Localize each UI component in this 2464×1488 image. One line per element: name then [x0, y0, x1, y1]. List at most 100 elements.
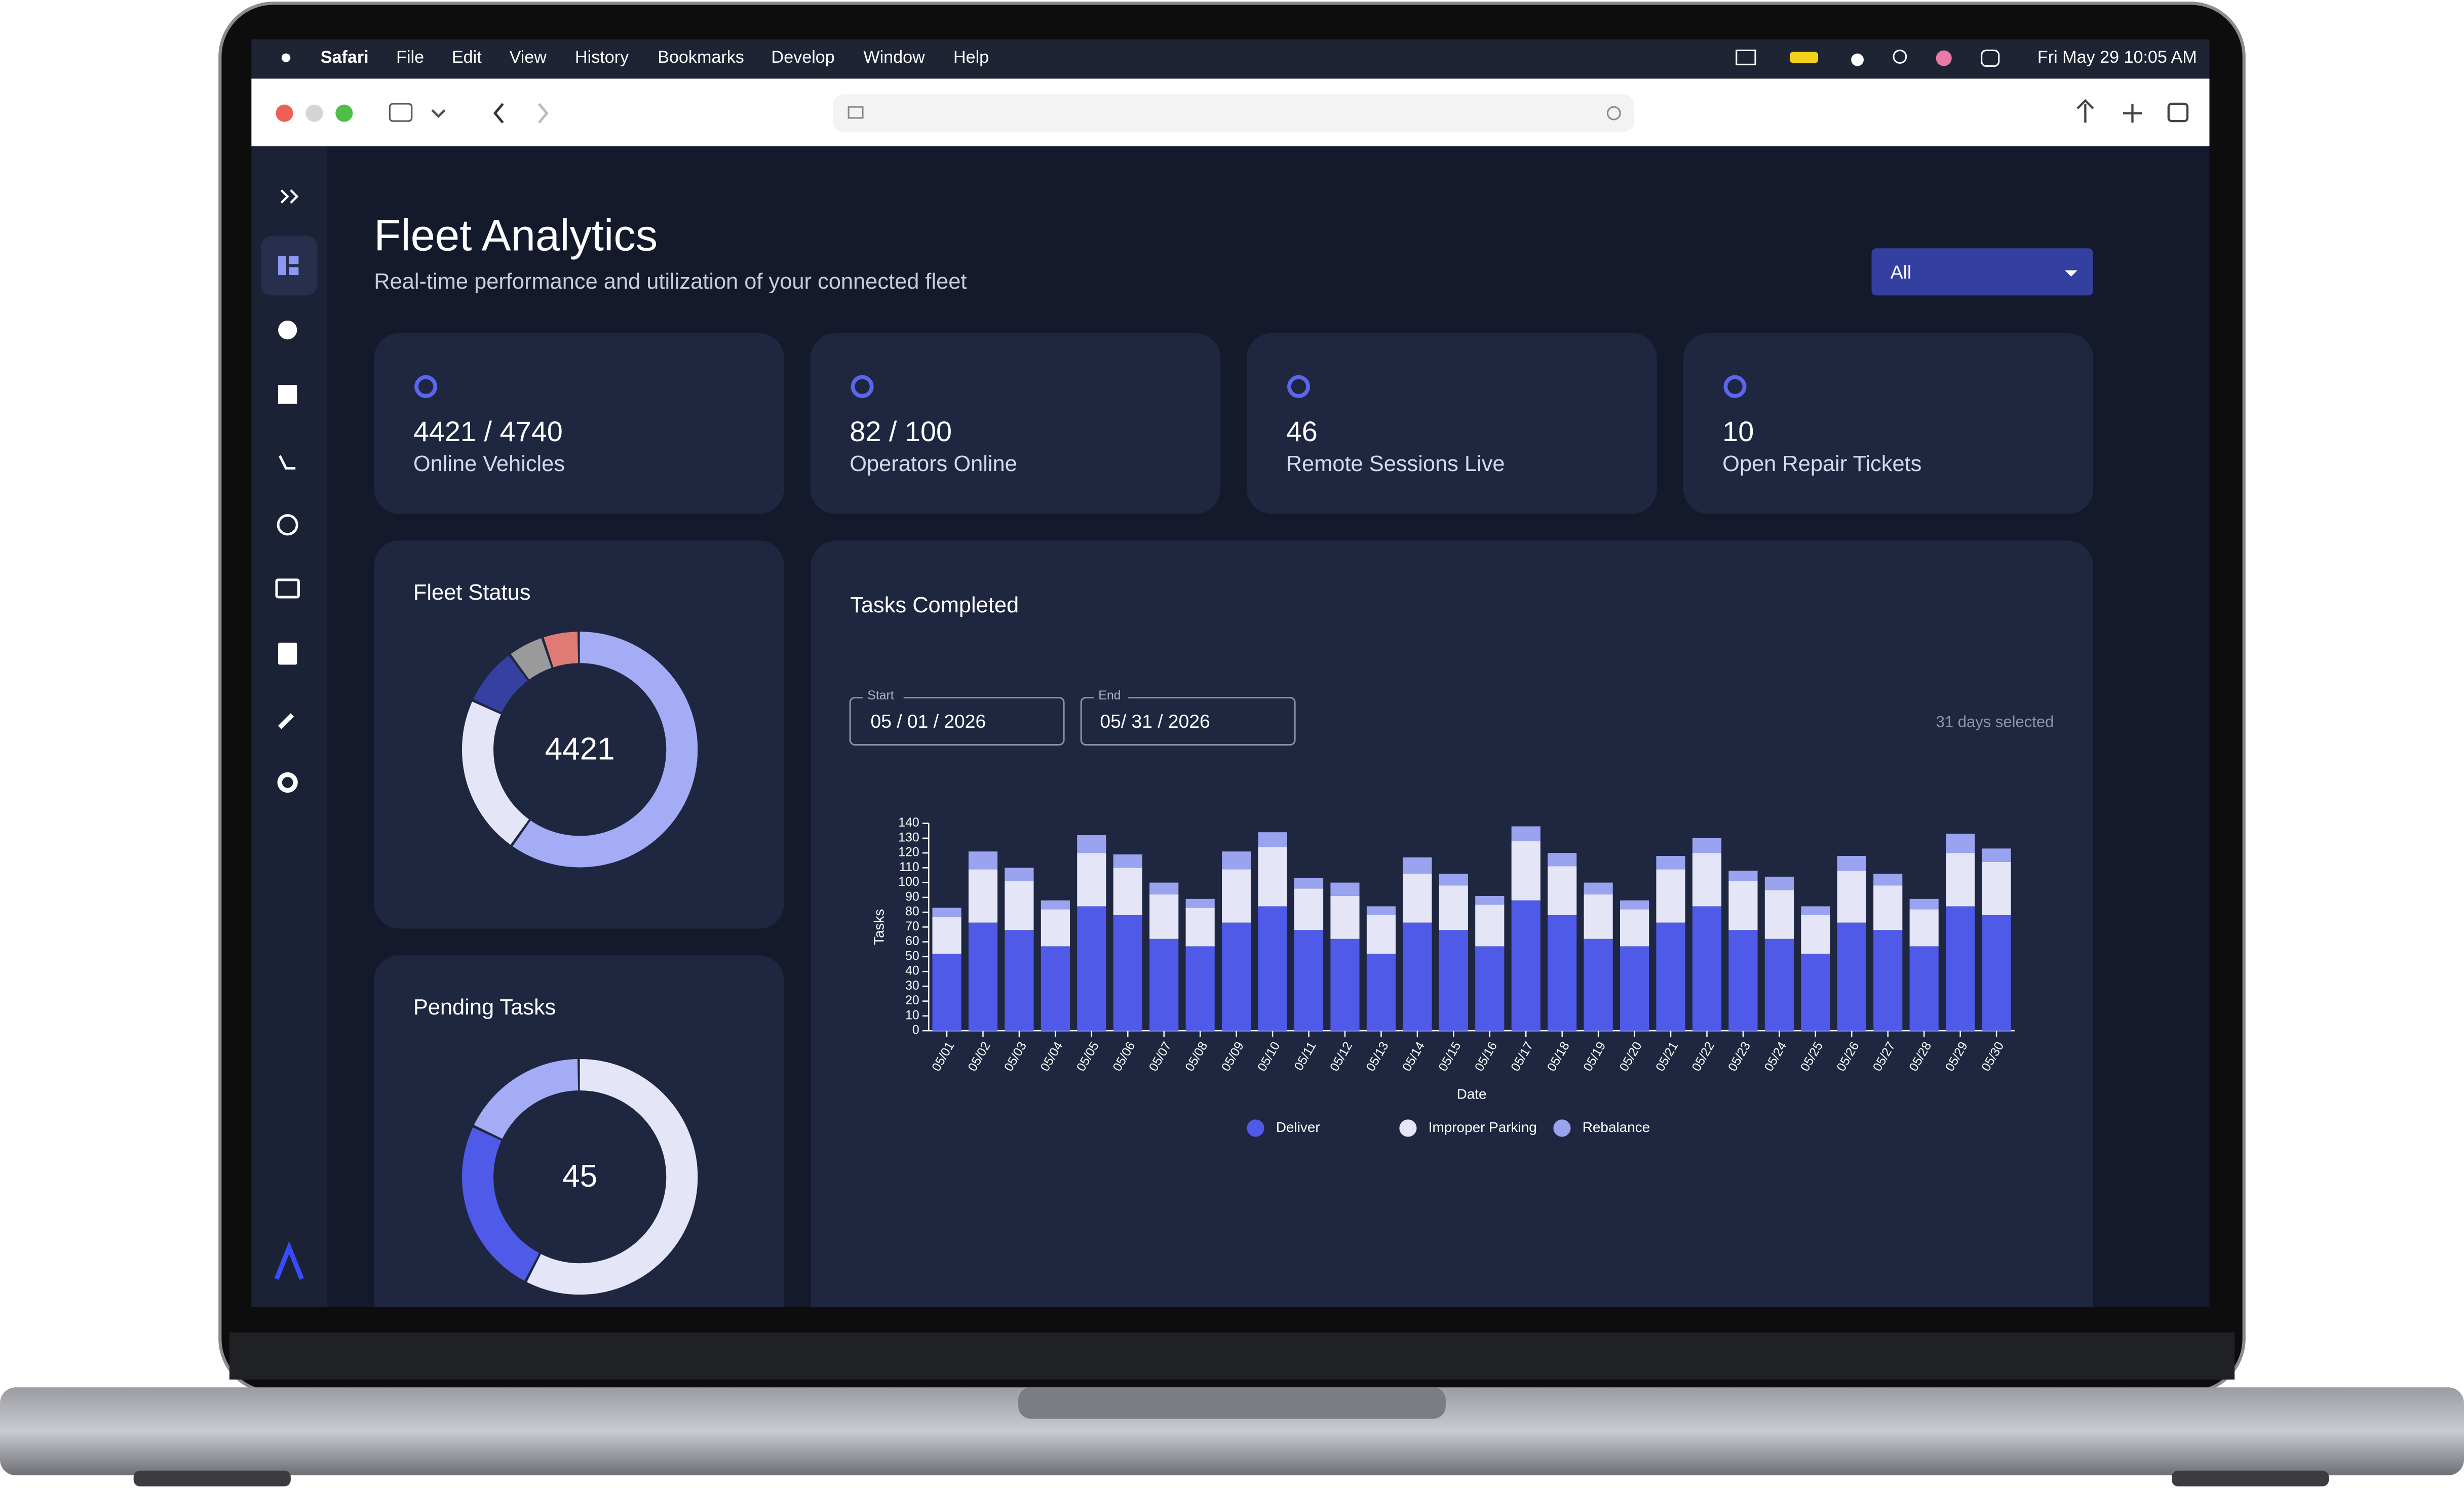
bar-segment [1584, 882, 1613, 895]
stat-label: Operators Online [850, 452, 1017, 476]
minimize-button[interactable] [305, 104, 323, 122]
y-tick-label: 60 [905, 934, 919, 948]
nav-dashboard[interactable] [289, 256, 299, 264]
nav-settings[interactable] [277, 772, 298, 793]
sidebar-toggle[interactable] [389, 103, 413, 122]
forward-button[interactable] [538, 103, 549, 124]
page-title: Fleet Analytics [374, 211, 658, 260]
bar-segment [1764, 938, 1794, 1031]
laptop-base [0, 1387, 2464, 1475]
bar-segment [1149, 882, 1179, 895]
bar-segment [1005, 868, 1034, 881]
legend-label[interactable]: Deliver [1276, 1119, 1320, 1135]
y-tick-label: 110 [899, 860, 919, 874]
bar-segment [1294, 930, 1324, 1031]
bar-segment [1330, 895, 1360, 939]
bar-segment [1475, 946, 1505, 1031]
clock: Fri May 29 10:05 AM [2037, 48, 2197, 67]
nav-remote[interactable] [275, 578, 300, 599]
share[interactable] [2076, 99, 2094, 123]
stat-icon [414, 375, 438, 398]
bar-segment [1620, 909, 1649, 947]
donut-center: 4421 [545, 731, 615, 766]
bar-segment [1656, 855, 1685, 870]
nav-map[interactable] [278, 321, 297, 340]
filter-value[interactable]: All [1891, 261, 1911, 283]
bar-segment [1946, 853, 1975, 907]
bar-segment [1475, 895, 1505, 905]
card [374, 540, 784, 929]
bar-segment [1801, 915, 1830, 954]
start-date-input[interactable] [849, 696, 1065, 746]
menu-item[interactable]: Window [863, 48, 925, 67]
bar-segment [1764, 876, 1794, 890]
bar-segment [1909, 909, 1939, 947]
reload[interactable] [1606, 106, 1621, 121]
bar-segment [1041, 909, 1070, 947]
y-tick-label: 90 [905, 890, 919, 904]
back-button[interactable] [493, 103, 504, 124]
siri[interactable] [1936, 50, 1952, 66]
bar-segment [1584, 938, 1613, 1031]
close-button[interactable] [276, 104, 293, 122]
label-bg [863, 688, 904, 704]
apple-logo[interactable]: ● [280, 45, 292, 68]
nav-tickets[interactable] [278, 642, 297, 665]
bar-segment [1982, 848, 2011, 862]
bar-segment [1620, 900, 1649, 910]
end-date-input[interactable] [1080, 696, 1296, 746]
y-tick-label: 20 [905, 994, 919, 1007]
bar-segment [1873, 930, 1903, 1031]
logo[interactable] [274, 1241, 304, 1280]
status-icon[interactable] [1736, 49, 1756, 65]
nav-vehicles[interactable] [278, 455, 296, 470]
expand-sidebar[interactable] [280, 189, 299, 204]
menu-item[interactable]: Bookmarks [658, 48, 744, 67]
bar-segment [1258, 906, 1287, 1031]
menu-item[interactable]: Develop [772, 48, 835, 67]
input-label: Start [867, 689, 894, 702]
menu-item[interactable]: Edit [452, 48, 482, 67]
nav-sites[interactable] [278, 385, 297, 404]
menu-app[interactable]: Safari [321, 48, 369, 67]
zoom-button[interactable] [335, 104, 353, 122]
bar-segment [1728, 881, 1758, 930]
nav-dashboard[interactable] [289, 267, 299, 276]
stat-label: Online Vehicles [413, 452, 565, 476]
tab-menu[interactable] [431, 109, 446, 119]
nav-history[interactable] [277, 514, 298, 536]
bar-segment [1185, 898, 1215, 908]
control-center[interactable] [1981, 49, 2000, 67]
legend-swatch[interactable] [1399, 1119, 1417, 1137]
wifi[interactable] [1851, 53, 1864, 66]
menu-item[interactable]: File [396, 48, 424, 67]
legend-swatch[interactable] [1247, 1119, 1264, 1137]
menu-item[interactable]: History [575, 48, 629, 67]
nav-repairs[interactable] [278, 713, 294, 729]
new-tab[interactable] [2123, 103, 2142, 123]
legend-label[interactable]: Improper Parking [1429, 1119, 1537, 1135]
bar-segment [1439, 874, 1468, 886]
filter-select[interactable] [1871, 248, 2093, 296]
stat-label: Open Repair Tickets [1722, 452, 1921, 476]
search[interactable] [1893, 49, 1907, 64]
stat-label: Remote Sessions Live [1286, 452, 1505, 476]
dropdown-caret [2065, 270, 2077, 277]
end-date[interactable]: 05/ 31 / 2026 [1100, 711, 1210, 732]
bar-segment [1511, 841, 1541, 900]
tab-overview[interactable] [2167, 102, 2189, 123]
y-tick-label: 120 [898, 846, 919, 859]
nav-dashboard[interactable] [278, 256, 286, 276]
card-title: Fleet Status [413, 580, 531, 605]
legend-label[interactable]: Rebalance [1583, 1119, 1650, 1135]
start-date[interactable]: 05 / 01 / 2026 [871, 711, 986, 732]
legend-swatch[interactable] [1553, 1119, 1571, 1137]
address-bar[interactable] [833, 94, 1635, 132]
bar-segment [1185, 908, 1215, 947]
bar-segment [1366, 915, 1396, 954]
menu-bar [251, 39, 2210, 79]
bar-segment [1077, 853, 1106, 907]
menu-item[interactable]: Help [953, 48, 989, 67]
menu-item[interactable]: View [510, 48, 547, 67]
